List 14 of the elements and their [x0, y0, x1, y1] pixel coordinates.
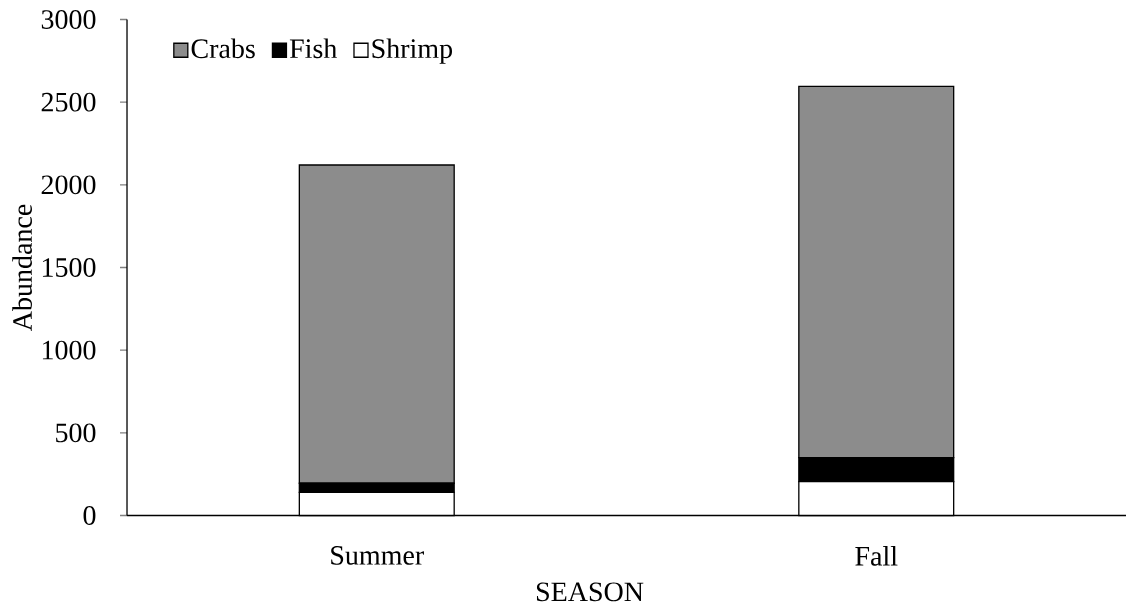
y-tick-label: 1000	[42, 340, 96, 360]
legend-label: Fish	[289, 38, 337, 59]
legend-label: Crabs	[191, 38, 255, 59]
y-tick-label: 2500	[41, 92, 96, 112]
x-axis-title: SEASON	[536, 582, 644, 602]
y-tick-label: 500	[56, 423, 96, 443]
y-tick-label: 1500	[42, 258, 96, 277]
x-tick-label: Summer	[331, 546, 424, 565]
y-tick-label: 0	[83, 506, 96, 525]
x-tick-label: Fall	[855, 546, 898, 566]
y-tick-label: 3000	[41, 10, 96, 29]
y-tick-label: 2000	[41, 175, 96, 195]
legend-label: Shrimp	[372, 38, 452, 64]
y-axis-title: Abundance	[12, 204, 32, 331]
